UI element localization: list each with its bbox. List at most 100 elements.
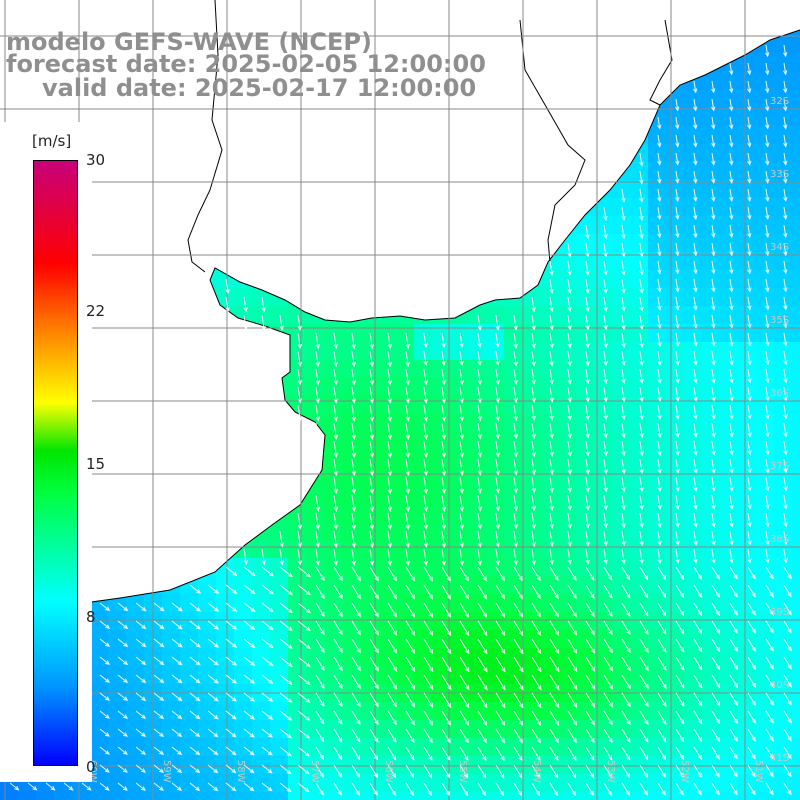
wind-cell <box>342 558 360 576</box>
longitude-label: 57W <box>309 760 320 783</box>
wind-cell <box>558 378 576 396</box>
wind-arrow <box>549 764 559 779</box>
wind-arrow <box>765 224 770 239</box>
wind-cell <box>792 486 800 504</box>
wind-cell <box>594 774 612 792</box>
wind-cell <box>666 396 684 414</box>
wind-cell <box>504 414 522 432</box>
wind-arrow <box>585 566 595 581</box>
wind-arrow <box>423 782 432 796</box>
wind-cell <box>468 720 486 738</box>
wind-arrow <box>747 116 752 130</box>
colorbar-tick-22: 22 <box>86 302 106 320</box>
wind-arrow <box>243 584 256 595</box>
wind-cell <box>234 558 252 576</box>
wind-cell <box>738 162 756 180</box>
wind-arrow <box>135 674 147 684</box>
wind-arrow <box>747 476 752 492</box>
wind-cell <box>126 756 144 774</box>
wind-cell <box>774 486 792 504</box>
wind-cell <box>198 720 216 738</box>
wind-arrow <box>81 782 92 791</box>
wind-arrow <box>657 692 667 707</box>
latitude-label: 38S <box>770 534 789 545</box>
wind-arrow <box>639 548 644 565</box>
wind-cell <box>720 792 738 800</box>
wind-cell <box>540 450 558 468</box>
wind-cell <box>342 486 360 504</box>
wind-arrow <box>351 692 361 708</box>
wind-arrow <box>495 368 500 386</box>
wind-arrow <box>297 584 311 596</box>
wind-arrow <box>621 422 626 439</box>
wind-arrow <box>441 494 447 512</box>
wind-arrow <box>351 728 361 743</box>
wind-arrow <box>459 746 469 761</box>
wind-arrow <box>549 386 554 403</box>
wind-cell <box>756 72 774 90</box>
wind-arrow <box>135 602 147 612</box>
wind-arrow <box>423 584 434 600</box>
wind-arrow <box>531 476 536 494</box>
wind-arrow <box>765 368 770 384</box>
wind-cell <box>666 720 684 738</box>
wind-cell <box>576 324 594 342</box>
wind-arrow <box>387 602 397 618</box>
wind-arrow <box>747 692 756 706</box>
wind-arrow <box>783 530 788 546</box>
wind-cell <box>234 630 252 648</box>
wind-cell <box>252 666 270 684</box>
wind-arrow <box>765 116 770 130</box>
wind-arrow <box>639 170 644 185</box>
wind-cell <box>324 396 342 414</box>
wind-cell <box>540 396 558 414</box>
wind-cell <box>378 450 396 468</box>
wind-arrow <box>765 638 774 652</box>
wind-cell <box>720 486 738 504</box>
wind-arrow <box>693 530 698 546</box>
wind-cell <box>666 126 684 144</box>
wind-cell <box>630 576 648 594</box>
wind-arrow <box>351 332 356 350</box>
wind-cell <box>630 702 648 720</box>
wind-arrow <box>729 224 734 239</box>
wind-arrow <box>387 512 393 531</box>
wind-cell <box>378 540 396 558</box>
wind-arrow <box>693 602 703 617</box>
wind-cell <box>612 324 630 342</box>
wind-cell <box>792 252 800 270</box>
wind-arrow <box>477 512 483 530</box>
wind-arrow <box>531 530 536 548</box>
wind-cell <box>90 792 108 800</box>
wind-arrow <box>585 278 590 294</box>
wind-arrow <box>189 764 201 774</box>
wind-arrow <box>495 728 505 744</box>
wind-arrow <box>387 656 398 672</box>
wind-arrow <box>531 386 536 403</box>
wind-cell <box>378 558 396 576</box>
wind-cell <box>738 342 756 360</box>
wind-cell <box>540 720 558 738</box>
wind-arrow <box>639 242 644 258</box>
wind-cell <box>108 630 126 648</box>
wind-arrow <box>639 728 649 743</box>
wind-arrow <box>369 458 375 477</box>
wind-arrow <box>765 710 774 724</box>
wind-cell <box>540 486 558 504</box>
wind-arrow <box>549 512 554 530</box>
wind-cell <box>522 666 540 684</box>
wind-cell <box>792 702 800 720</box>
wind-cell <box>378 396 396 414</box>
wind-arrow <box>585 350 590 367</box>
wind-arrow <box>675 404 680 420</box>
wind-arrow <box>369 350 374 368</box>
wind-arrow <box>603 314 608 331</box>
wind-cell <box>702 162 720 180</box>
wind-cell <box>720 738 738 756</box>
wind-arrow <box>405 386 411 404</box>
wind-cell <box>774 432 792 450</box>
wind-arrow <box>297 710 311 721</box>
wind-cell <box>702 378 720 396</box>
wind-cell <box>180 630 198 648</box>
wind-arrow <box>603 386 608 403</box>
